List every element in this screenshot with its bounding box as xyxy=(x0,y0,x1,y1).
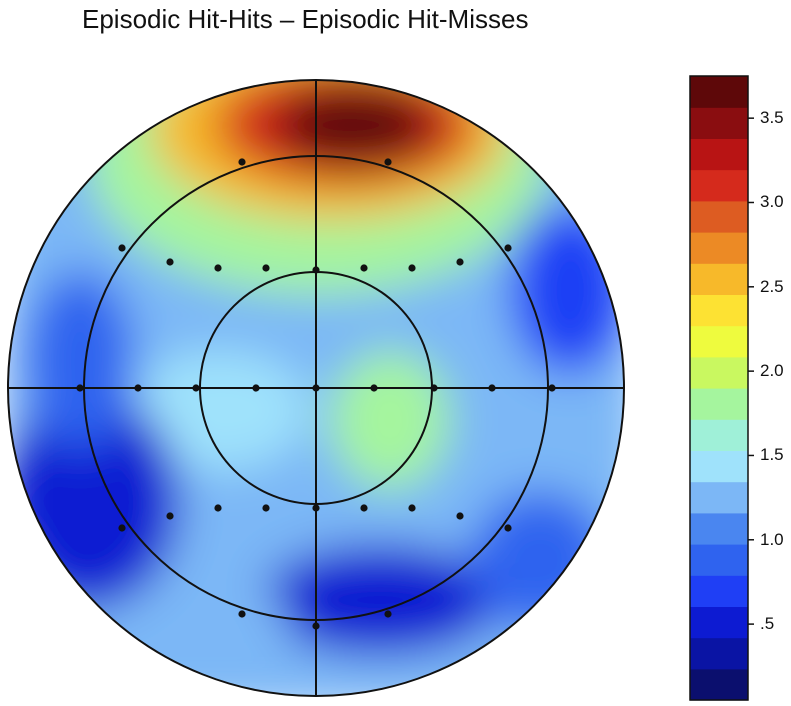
colorbar-segment xyxy=(690,169,748,202)
colorbar-segment xyxy=(690,668,748,701)
colorbar-segment xyxy=(690,606,748,639)
activation-blob xyxy=(130,350,310,470)
electrode-dot xyxy=(252,384,260,392)
electrode-dot xyxy=(384,610,392,618)
colorbar-segment xyxy=(690,388,748,420)
electrode-dot xyxy=(360,264,368,272)
activation-blob xyxy=(470,490,610,630)
colorbar-segment xyxy=(690,575,748,607)
electrode-dot xyxy=(370,384,378,392)
electrode-dot xyxy=(408,504,416,512)
colorbar-segment xyxy=(690,356,748,389)
colorbar-frame xyxy=(689,75,749,701)
electrode-dot xyxy=(76,384,84,392)
activation-blob xyxy=(330,350,450,490)
colorbar xyxy=(689,75,754,701)
electrode-dot xyxy=(118,524,126,532)
electrode-dot xyxy=(118,244,126,252)
electrode-dot xyxy=(312,622,320,630)
electrode-dot xyxy=(238,158,246,166)
electrode-dot xyxy=(238,610,246,618)
colorbar-segment xyxy=(690,325,748,358)
activation-blob xyxy=(260,545,500,655)
electrode-dot xyxy=(134,384,142,392)
electrode-dot xyxy=(456,258,464,266)
activation-blob xyxy=(110,580,290,660)
electrode-dot xyxy=(360,504,368,512)
electrode-dot xyxy=(214,504,222,512)
activation-blob xyxy=(510,205,624,375)
electrode-dot xyxy=(192,384,200,392)
colorbar-segment xyxy=(690,450,748,483)
electrode-dot xyxy=(384,158,392,166)
electrode-dot xyxy=(504,524,512,532)
electrode-dot xyxy=(214,264,222,272)
electrode-dot xyxy=(312,266,320,274)
chart-title: Episodic Hit-Hits – Episodic Hit-Misses xyxy=(82,4,529,34)
electrode-dot xyxy=(488,384,496,392)
colorbar-segment xyxy=(690,200,748,233)
electrode-dot xyxy=(456,512,464,520)
colorbar-segment xyxy=(690,76,748,108)
electrode-dot xyxy=(430,384,438,392)
electrode-dot xyxy=(312,504,320,512)
colorbar-segment xyxy=(690,419,748,451)
electrode-dot xyxy=(262,504,270,512)
colorbar-segment xyxy=(690,232,748,264)
activation-blob xyxy=(25,270,135,450)
colorbar-segment xyxy=(690,107,748,139)
electrode-dot xyxy=(312,384,320,392)
electrode-dot xyxy=(166,258,174,266)
colorbar-segment xyxy=(690,512,748,545)
colorbar-segment xyxy=(690,138,748,171)
colorbar-segment xyxy=(690,263,748,295)
electrode-dot xyxy=(408,264,416,272)
electrode-dot xyxy=(262,264,270,272)
colorbar-segment xyxy=(690,481,748,514)
electrode-dot xyxy=(548,384,556,392)
colorbar-segment xyxy=(690,294,748,327)
colorbar-segment xyxy=(690,637,748,670)
electrode-dot xyxy=(166,512,174,520)
electrode-grid xyxy=(7,79,625,697)
electrode-dot xyxy=(504,244,512,252)
colorbar-segment xyxy=(690,544,748,576)
